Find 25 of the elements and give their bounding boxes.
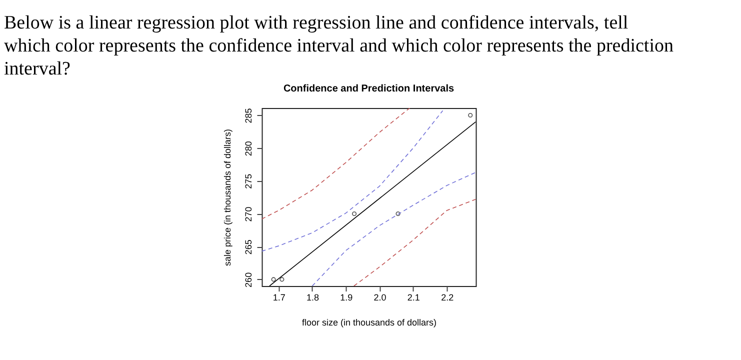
line-series [262, 108, 410, 220]
x-tick-label: 1.8 [306, 292, 319, 302]
x-tick-label: 2.2 [441, 292, 454, 302]
y-tick-label: 275 [243, 174, 254, 189]
x-tick-label: 1.7 [272, 292, 286, 302]
point [396, 211, 400, 216]
point [468, 112, 473, 118]
point [352, 211, 357, 216]
x-tick-label: 1.9 [340, 292, 353, 302]
point [280, 277, 284, 282]
y-tick-label: 260 [243, 272, 254, 288]
x-tick-label: 2.0 [374, 292, 386, 302]
text: Below is a linear regression plot with regression line and confidence intervals, tell which color represents the confidence interval and which color represents the prediction interval? [4, 12, 674, 80]
chart-title: Confidence and Prediction Intervals [283, 84, 454, 95]
line-series [354, 198, 476, 286]
y-tick-label: 285 [243, 108, 254, 124]
point [271, 277, 276, 282]
x-tick-label: 2.1 [407, 292, 420, 302]
line-series [312, 172, 476, 286]
y-tick-label: 280 [243, 141, 254, 156]
y-axis-title: sale price (in thousands of dollars) [222, 128, 232, 266]
y-tick-label: 265 [243, 240, 254, 255]
x-axis-title: floor size (in thousands of dollars) [302, 318, 437, 328]
y-tick-label: 270 [243, 206, 254, 222]
line-series [262, 110, 444, 252]
